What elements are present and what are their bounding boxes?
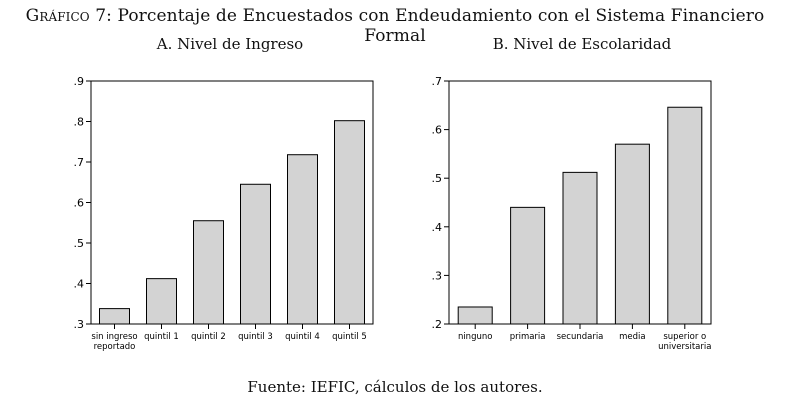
panel-b-x-tick-label: ninguno [458, 332, 493, 342]
panel-a-bar [334, 120, 365, 325]
panel-a-bar [287, 154, 318, 325]
panel-b-bar [510, 206, 546, 325]
panel-a-y-tick-label: .8 [74, 116, 85, 129]
panel-a-bar [193, 220, 224, 325]
panel-b-bar [562, 171, 598, 325]
panel-a-y-tick-label: .9 [74, 75, 85, 88]
panel-a-title: A. Nivel de Ingreso [156, 35, 304, 53]
panel-a-y-tick-label: .4 [74, 278, 85, 291]
panel-a-y-tick-label: .7 [74, 156, 85, 169]
panel-b-x-tick-label: universitaria [658, 342, 711, 352]
source-note: Fuente: IEFIC, cálculos de los autores. [247, 378, 543, 396]
panel-a-x-tick-label: quintil 1 [144, 332, 179, 342]
panel-a-x-tick-label: sin ingreso [91, 332, 137, 342]
panel-b-y-tick-label: .6 [432, 124, 443, 137]
panel-b-y-tick-label: .5 [432, 172, 443, 185]
panel-a-bar [146, 278, 177, 325]
figure-title-lead: Gráfico 7: [25, 6, 112, 26]
panel-b-x-tick-label: secundaria [557, 332, 604, 342]
panel-a-x-tick-label: reportado [94, 342, 136, 352]
panel-b-y-tick-label: .3 [432, 269, 443, 282]
panel-a-y-tick-label: .6 [74, 197, 85, 210]
panel-b-title: B. Nivel de Escolaridad [492, 35, 672, 53]
panel-a-bar [240, 183, 271, 325]
panel-b-x-tick-label: primaria [510, 332, 546, 342]
panel-a-bar [99, 308, 130, 325]
panel-b-y-tick-label: .2 [432, 318, 443, 331]
panel-a-x-tick-label: quintil 5 [332, 332, 367, 342]
figure-title: Gráfico 7: Porcentaje de Encuestados con… [0, 6, 790, 46]
panel-a-y-tick-label: .5 [74, 237, 85, 250]
panel-b-bar [457, 306, 493, 325]
panel-b-y-tick-label: .4 [432, 221, 443, 234]
panel-b-bar [667, 106, 703, 325]
panel-a-x-tick-label: quintil 3 [238, 332, 273, 342]
panel-b-y-tick-label: .7 [432, 75, 443, 88]
panel-a-y-tick-label: .3 [74, 318, 85, 331]
figure-title-text: Porcentaje de Encuestados con Endeudamie… [111, 6, 765, 46]
panel-a-plot-frame [90, 80, 374, 325]
panel-a-x-tick-label: quintil 4 [285, 332, 320, 342]
panel-b-x-tick-label: media [619, 332, 645, 342]
panel-b-bar [614, 143, 650, 325]
panel-a-x-tick-label: quintil 2 [191, 332, 226, 342]
panel-b-x-tick-label: superior o [663, 332, 706, 342]
